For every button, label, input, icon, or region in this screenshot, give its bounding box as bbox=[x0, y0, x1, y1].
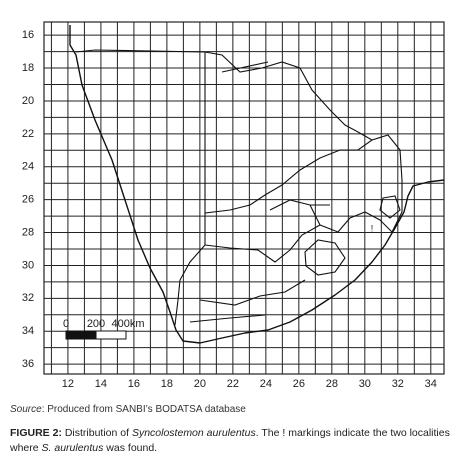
x-tick-label: 26 bbox=[293, 378, 305, 390]
caption-label: FIGURE 2: bbox=[10, 427, 62, 439]
x-tick-label: 30 bbox=[359, 378, 371, 390]
grid bbox=[44, 22, 444, 374]
locality-marker: ! bbox=[371, 223, 374, 233]
x-tick-label: 24 bbox=[260, 378, 272, 390]
border bbox=[379, 195, 401, 219]
y-tick-label: 32 bbox=[22, 292, 34, 304]
x-tick-label: 14 bbox=[95, 378, 107, 390]
border bbox=[189, 199, 330, 323]
y-tick-label: 16 bbox=[22, 29, 34, 41]
scale-label: 200 bbox=[87, 318, 105, 330]
y-tick-label: 36 bbox=[22, 358, 34, 370]
caption: FIGURE 2: Distribution of Syncolostemon … bbox=[10, 426, 458, 456]
border bbox=[204, 51, 373, 141]
x-tick-label: 18 bbox=[161, 378, 173, 390]
map: 0 200 400km ! 12 14 16 18 20 22 24 26 28 30 32 34 16… bbox=[22, 21, 445, 390]
y-tick-label: 28 bbox=[22, 226, 34, 238]
species: S. aurulentus bbox=[41, 442, 104, 454]
border bbox=[174, 61, 269, 326]
x-tick-label: 22 bbox=[227, 378, 239, 390]
y-tick-label: 18 bbox=[22, 62, 34, 74]
y-tick-label: 24 bbox=[22, 161, 34, 173]
x-tick-label: 16 bbox=[128, 378, 140, 390]
source: Source: Produced from SANBI’s BODATSA da… bbox=[10, 404, 246, 415]
border bbox=[304, 239, 346, 276]
x-tick-label: 28 bbox=[326, 378, 338, 390]
map-frame bbox=[43, 21, 445, 375]
scale-bar bbox=[95, 330, 127, 340]
y-tick-label: 26 bbox=[22, 194, 34, 206]
x-tick-label: 20 bbox=[194, 378, 206, 390]
x-tick-label: 32 bbox=[392, 378, 404, 390]
source-label: Source bbox=[10, 404, 42, 415]
y-tick-label: 20 bbox=[22, 95, 34, 107]
scale-label: 400km bbox=[111, 318, 144, 330]
y-tick-label: 34 bbox=[22, 325, 34, 337]
border bbox=[75, 49, 403, 214]
y-tick-label: 30 bbox=[22, 259, 34, 271]
source-text: : Produced from SANBI’s BODATSA database bbox=[41, 404, 246, 415]
caption-text: . The ! markings indicate the two locali… bbox=[10, 427, 450, 454]
caption-text: was found. bbox=[103, 442, 158, 454]
species: Syncolostemon aurulentus bbox=[131, 427, 256, 439]
scale-bar bbox=[65, 330, 97, 340]
coastline bbox=[69, 25, 445, 344]
y-tick-label: 22 bbox=[22, 128, 34, 140]
caption-text: Distribution of bbox=[61, 427, 132, 439]
x-tick-label: 34 bbox=[425, 378, 437, 390]
scale-label: 0 bbox=[63, 318, 69, 330]
x-tick-label: 12 bbox=[62, 378, 74, 390]
